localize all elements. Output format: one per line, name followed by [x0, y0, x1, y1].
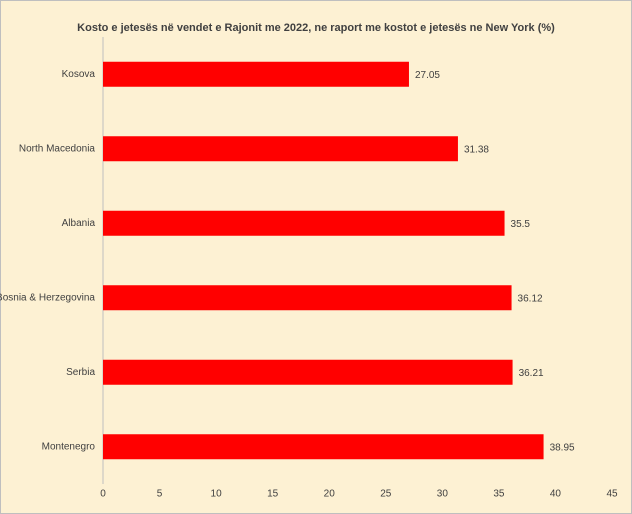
x-tick-label: 35: [493, 489, 505, 500]
x-tick-label: 45: [606, 489, 618, 500]
data-label: 38.95: [550, 442, 575, 453]
bar: [103, 285, 512, 311]
data-label: 35.5: [511, 219, 531, 230]
x-tick-label: 0: [100, 489, 106, 500]
x-tick-label: 25: [380, 489, 392, 500]
y-tick-label: Kosova: [62, 69, 96, 80]
x-tick-label: 20: [324, 489, 336, 500]
bar: [103, 61, 409, 87]
y-tick-label: Serbia: [66, 367, 95, 378]
y-tick-label: Bosnia & Herzegovina: [0, 292, 95, 303]
bar: [103, 434, 544, 460]
x-tick-label: 5: [157, 489, 163, 500]
y-tick-label: North Macedonia: [19, 143, 96, 154]
bar: [103, 210, 505, 236]
data-label: 36.12: [518, 293, 543, 304]
x-tick-label: 30: [437, 489, 449, 500]
data-label: 36.21: [519, 368, 544, 379]
x-tick-label: 40: [550, 489, 562, 500]
bar: [103, 359, 513, 385]
chart-title: Kosto e jetesës në vendet e Rajonit me 2…: [77, 22, 555, 34]
bar: [103, 136, 458, 162]
y-tick-label: Montenegro: [42, 441, 96, 452]
x-tick-label: 10: [211, 489, 223, 500]
x-tick-label: 15: [267, 489, 279, 500]
y-tick-label: Albania: [62, 218, 96, 229]
data-label: 27.05: [415, 70, 440, 81]
data-label: 31.38: [464, 144, 489, 155]
